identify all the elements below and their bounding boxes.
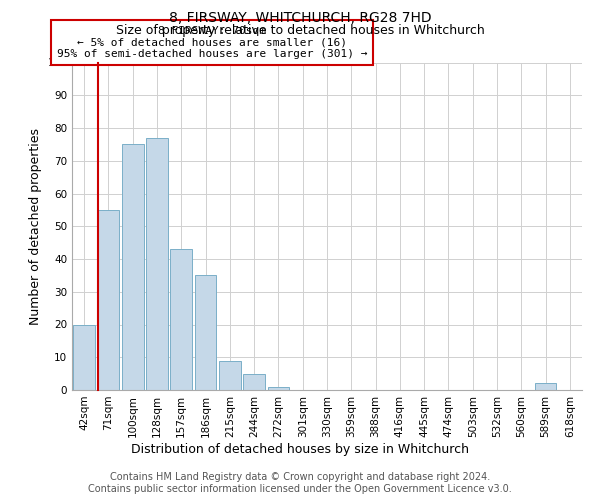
Bar — [146, 138, 168, 390]
Text: Size of property relative to detached houses in Whitchurch: Size of property relative to detached ho… — [116, 24, 484, 37]
Text: Contains public sector information licensed under the Open Government Licence v3: Contains public sector information licen… — [88, 484, 512, 494]
Bar — [535, 384, 556, 390]
Bar — [73, 324, 95, 390]
Bar — [122, 144, 143, 390]
Text: Distribution of detached houses by size in Whitchurch: Distribution of detached houses by size … — [131, 442, 469, 456]
Text: 8, FIRSWAY, WHITCHURCH, RG28 7HD: 8, FIRSWAY, WHITCHURCH, RG28 7HD — [169, 12, 431, 26]
Bar — [170, 249, 192, 390]
Bar — [194, 276, 217, 390]
Bar — [219, 360, 241, 390]
Y-axis label: Number of detached properties: Number of detached properties — [29, 128, 42, 325]
Bar — [243, 374, 265, 390]
Bar — [97, 210, 119, 390]
Text: Contains HM Land Registry data © Crown copyright and database right 2024.: Contains HM Land Registry data © Crown c… — [110, 472, 490, 482]
Text: 8 FIRSWAY: 70sqm
← 5% of detached houses are smaller (16)
95% of semi-detached h: 8 FIRSWAY: 70sqm ← 5% of detached houses… — [57, 26, 367, 59]
Bar — [268, 386, 289, 390]
